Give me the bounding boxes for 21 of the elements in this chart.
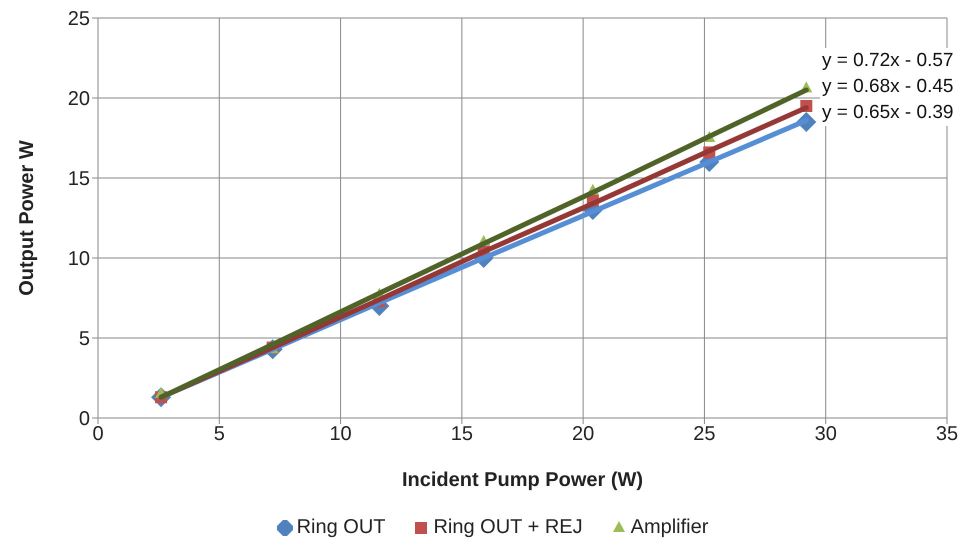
x-tick-label: 35 [936, 423, 958, 446]
y-tick-label: 10 [68, 248, 90, 270]
x-tick-label: 10 [329, 423, 352, 446]
legend-label: Ring OUT [296, 516, 386, 539]
y-axis-title: Output Power W [16, 140, 38, 296]
x-tick-label: 15 [450, 423, 473, 446]
y-tick-label: 5 [78, 328, 90, 350]
y-tick-label: 0 [78, 408, 90, 430]
x-tick-label: 30 [814, 423, 837, 446]
annotation: y = 0.68x - 0.45 [822, 75, 954, 99]
legend-label: Amplifier [630, 516, 708, 539]
annotation: y = 0.72x - 0.57 [822, 49, 954, 73]
x-axis-title: Incident Pump Power (W) [402, 469, 644, 491]
y-tick-label: 15 [68, 168, 90, 190]
annotation: y = 0.65x - 0.39 [822, 101, 954, 125]
y-tick-label: 25 [68, 8, 90, 30]
x-tick-label: 25 [693, 423, 716, 446]
x-tick-label: 5 [214, 423, 225, 446]
x-tick-label: 20 [572, 423, 594, 446]
y-tick-label: 20 [68, 88, 90, 110]
legend-label: Ring OUT + REJ [433, 516, 583, 539]
